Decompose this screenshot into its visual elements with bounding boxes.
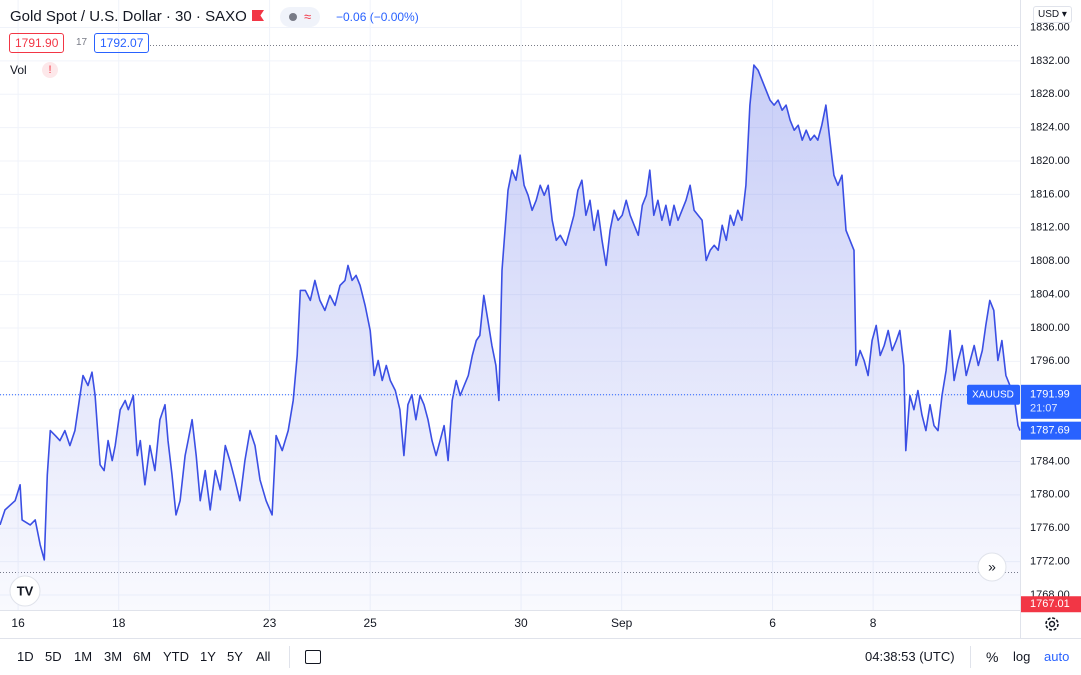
x-tick-label: 6 [769, 616, 776, 630]
y-tick-label: 1816.00 [1030, 188, 1070, 200]
last-value-label: 1787.69 [1030, 425, 1070, 437]
price-tags: XAUUSD 1791.99 21:07 1787.69 1767.01 [967, 384, 1081, 613]
range-button[interactable]: 1Y [200, 649, 216, 664]
auto-toggle[interactable]: auto [1044, 649, 1070, 664]
flag-icon[interactable] [252, 10, 264, 21]
y-tick-label: 1784.00 [1030, 455, 1070, 467]
y-tick-label: 1812.00 [1030, 222, 1070, 234]
low-value-tag [1021, 596, 1081, 613]
symbol-title: Gold Spot / U.S. Dollar · 30 · SAXO [10, 8, 247, 25]
x-tick-label: 16 [11, 616, 25, 630]
y-tick-label: 1772.00 [1030, 556, 1070, 568]
close-price-tag [1021, 384, 1081, 419]
currency-dropdown[interactable]: USD ▾ [1033, 6, 1072, 23]
y-tick-label: 1832.00 [1030, 55, 1070, 67]
svg-text:TV: TV [17, 583, 34, 598]
y-tick-label: 1796.00 [1030, 355, 1070, 367]
settings-button[interactable] [1045, 617, 1059, 631]
y-tick-label: 1828.00 [1030, 88, 1070, 100]
warning-icon[interactable]: ! [42, 62, 58, 78]
svg-text:»: » [988, 559, 996, 575]
log-toggle[interactable]: log [1013, 649, 1031, 664]
x-tick-label: 8 [870, 616, 877, 630]
x-tick-label: 18 [112, 616, 126, 630]
clock: 04:38:53 (UTC) [865, 649, 955, 664]
ask-price[interactable]: 1792.07 [94, 33, 150, 53]
symbol-tag-bg [967, 384, 1020, 405]
date-range-button[interactable] [305, 650, 321, 664]
y-tick-label: 1780.00 [1030, 489, 1070, 501]
symbol-tag: XAUUSD [972, 389, 1014, 400]
range-button[interactable]: 1D [17, 649, 34, 664]
scroll-button[interactable]: » [977, 552, 1007, 582]
y-tick-label: 1808.00 [1030, 255, 1070, 267]
range-button[interactable]: 5D [45, 649, 62, 664]
y-tick-label: 1776.00 [1030, 522, 1070, 534]
y-tick-label: 1804.00 [1030, 288, 1070, 300]
range-button[interactable]: 1M [74, 649, 93, 664]
area-fill [0, 65, 1020, 611]
status-pill[interactable]: ≈ [280, 7, 320, 27]
x-tick-label: 30 [514, 616, 528, 630]
x-tick-label: 23 [263, 616, 277, 630]
low-value-label: 1767.01 [1030, 598, 1070, 610]
bid-price[interactable]: 1791.90 [9, 33, 65, 53]
y-tick-label: 1824.00 [1030, 122, 1070, 134]
range-button[interactable]: All [256, 649, 271, 664]
range-button[interactable]: 6M [133, 649, 152, 664]
spread: 17 [76, 37, 88, 48]
y-tick-label: 1820.00 [1030, 155, 1070, 167]
range-button[interactable]: 5Y [227, 649, 243, 664]
x-tick-label: Sep [611, 616, 633, 630]
range-button[interactable]: 3M [104, 649, 123, 664]
y-tick-label: 1800.00 [1030, 322, 1070, 334]
price-line [0, 64, 1021, 561]
tv-logo: TV [9, 575, 41, 607]
x-tick-label: 25 [363, 616, 377, 630]
close-price-label: 1791.99 [1030, 389, 1070, 401]
y-tick-label: 1836.00 [1030, 21, 1070, 33]
price-change: −0.06 (−0.00%) [336, 10, 419, 24]
divider [970, 646, 971, 668]
last-value-tag [1021, 421, 1081, 440]
currency: USD [1038, 9, 1060, 20]
volume-label: Vol [10, 63, 27, 77]
range-button[interactable]: YTD [163, 649, 189, 664]
percent-toggle[interactable]: % [986, 649, 999, 665]
divider [289, 646, 290, 668]
countdown-label: 21:07 [1030, 403, 1058, 415]
